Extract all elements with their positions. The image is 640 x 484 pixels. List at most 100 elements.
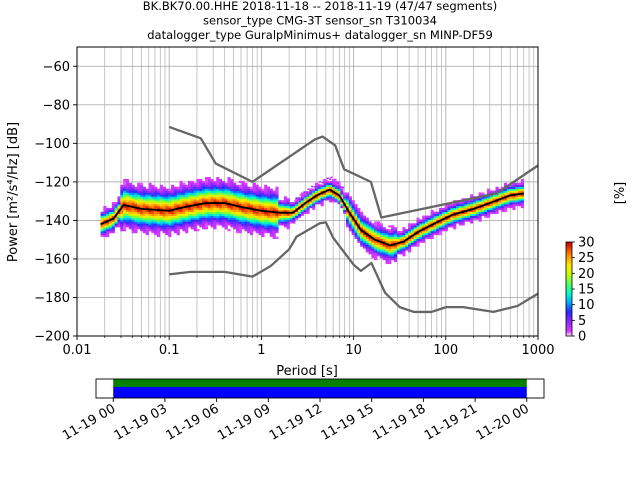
histogram-cell: [131, 225, 135, 228]
histogram-cell: [128, 194, 132, 197]
histogram-cell: [269, 188, 273, 191]
histogram-cell: [235, 230, 240, 234]
histogram-cell: [156, 190, 161, 193]
histogram-cell: [154, 211, 158, 214]
histogram-cell: [193, 215, 197, 218]
histogram-cell: [190, 225, 194, 228]
histogram-cell: [182, 211, 186, 214]
histogram-cell: [261, 202, 265, 205]
histogram-cell: [227, 209, 231, 213]
histogram-cell: [106, 234, 110, 238]
histogram-cell: [182, 213, 186, 216]
y-tick-label: −160: [34, 252, 70, 267]
histogram-cell: [275, 215, 279, 218]
histogram-cell: [207, 207, 211, 211]
histogram-cell: [131, 227, 135, 230]
histogram-cell: [264, 194, 268, 197]
histogram-cell: [185, 230, 189, 234]
histogram-cell: [326, 198, 330, 201]
histogram-cell: [227, 194, 231, 197]
colorbar-swatch: [566, 318, 572, 321]
histogram-cell: [492, 211, 496, 214]
histogram-cell: [312, 190, 316, 193]
histogram-cell: [190, 180, 194, 184]
histogram-cell: [399, 238, 403, 241]
histogram-cell: [148, 194, 152, 197]
histogram-cell: [374, 244, 378, 247]
mode-line: [100, 188, 524, 247]
timeline-tick-label: 11-19 06: [163, 401, 221, 443]
histogram-cell: [213, 184, 217, 187]
histogram-cell: [348, 219, 352, 222]
histogram-cell: [154, 232, 158, 236]
histogram-cell: [196, 200, 200, 203]
y-tick-label: −140: [34, 214, 70, 229]
histogram-cell: [250, 211, 254, 214]
histogram-cell: [331, 186, 335, 189]
histogram-cell: [509, 202, 513, 205]
histogram-cell: [190, 202, 194, 205]
histogram-cell: [145, 194, 149, 197]
histogram-cell: [351, 229, 355, 232]
histogram-cell: [326, 182, 330, 186]
histogram-cell: [168, 227, 172, 230]
histogram-cell: [255, 209, 259, 213]
histogram-cell: [120, 211, 124, 214]
colorbar-swatch: [566, 257, 572, 260]
histogram-cell: [311, 185, 314, 188]
histogram-cell: [182, 204, 186, 207]
histogram-cell: [368, 236, 372, 240]
histogram-cell: [247, 188, 251, 191]
histogram-cell: [286, 198, 290, 201]
histogram-cell: [357, 223, 361, 226]
histogram-cell: [343, 205, 347, 209]
histogram-cell: [238, 198, 242, 201]
histogram-cell: [382, 244, 386, 247]
histogram-cell: [410, 225, 414, 228]
histogram-cell: [216, 177, 220, 180]
histogram-cell: [134, 217, 138, 220]
histogram-cell: [281, 202, 285, 205]
histogram-cell: [196, 196, 200, 199]
histogram-cell: [351, 200, 355, 203]
histogram-cell: [196, 180, 200, 184]
histogram-cell: [196, 217, 200, 220]
histogram-cell: [410, 227, 414, 230]
histogram-cell: [137, 188, 141, 191]
histogram-cell: [238, 186, 242, 189]
histogram-cell: [304, 194, 307, 196]
histogram-cell: [506, 192, 510, 195]
histogram-cell: [159, 229, 163, 232]
colorbar-swatch: [566, 271, 572, 274]
histogram-cell: [444, 215, 448, 218]
histogram-cell: [506, 196, 510, 199]
histogram-cell: [145, 232, 149, 236]
histogram-cell: [335, 183, 338, 186]
histogram-cell: [334, 180, 338, 184]
histogram-cell: [255, 213, 259, 216]
histogram-cell: [224, 221, 228, 224]
histogram-cell: [176, 221, 180, 224]
histogram-cell: [450, 205, 454, 209]
histogram-cell: [216, 207, 220, 211]
histogram-cell: [207, 177, 211, 180]
histogram-cell: [371, 242, 375, 245]
histogram-cell: [295, 217, 299, 220]
histogram-cell: [470, 211, 474, 214]
histogram-cell: [329, 200, 333, 203]
histogram-cell: [385, 261, 389, 265]
histogram-cell: [439, 215, 443, 218]
histogram-cell: [362, 236, 367, 240]
histogram-cell: [320, 200, 324, 203]
histogram-cell: [111, 215, 115, 218]
histogram-cell: [472, 217, 477, 220]
histogram-cell: [501, 207, 505, 211]
histogram-cell: [506, 186, 510, 189]
histogram-cell: [233, 213, 237, 216]
histogram-cell: [137, 184, 141, 187]
histogram-cell: [450, 219, 454, 222]
histogram-cell: [405, 232, 409, 236]
histogram-cell: [145, 200, 149, 203]
histogram-cell: [436, 225, 440, 228]
histogram-cell: [292, 204, 296, 207]
